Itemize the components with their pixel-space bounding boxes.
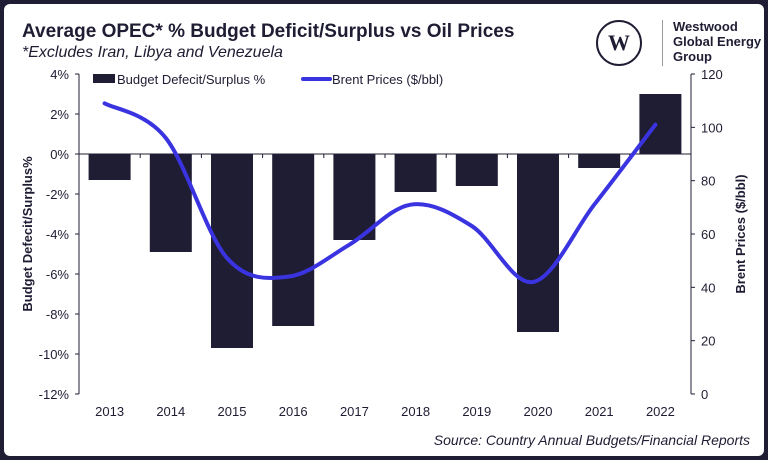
westwood-logo: W Westwood Global Energy Group bbox=[590, 16, 762, 70]
legend-bar-swatch bbox=[93, 74, 115, 83]
right-axis-title: Brent Prices ($/bbl) bbox=[733, 174, 748, 293]
x-tick-label: 2015 bbox=[218, 404, 247, 419]
bar-2016 bbox=[272, 154, 315, 326]
right-tick-label: 40 bbox=[701, 280, 715, 295]
right-tick-label: 120 bbox=[701, 67, 723, 82]
bar-2019 bbox=[455, 154, 498, 186]
chart-title: Average OPEC* % Budget Deficit/Surplus v… bbox=[22, 21, 515, 42]
left-tick-label: 0% bbox=[50, 147, 69, 162]
left-tick-label: -8% bbox=[46, 307, 70, 322]
bar-2018 bbox=[394, 154, 437, 192]
logo-mark: W bbox=[596, 20, 642, 66]
left-tick-label: 2% bbox=[50, 107, 69, 122]
legend-line-label: Brent Prices ($/bbl) bbox=[332, 72, 443, 87]
chart-frame: Average OPEC* % Budget Deficit/Surplus v… bbox=[4, 4, 764, 456]
x-tick-label: 2021 bbox=[585, 404, 614, 419]
logo-divider bbox=[662, 20, 663, 66]
x-tick-label: 2014 bbox=[156, 404, 185, 419]
legend-bar-label: Budget Defecit/Surplus % bbox=[117, 72, 266, 87]
x-tick-label: 2013 bbox=[95, 404, 124, 419]
brent-price-line bbox=[102, 101, 658, 285]
left-tick-label: -12% bbox=[39, 387, 70, 402]
left-axis-title: Budget Defecit/Surplus% bbox=[20, 156, 35, 312]
x-tick-label: 2020 bbox=[524, 404, 553, 419]
left-tick-label: -4% bbox=[46, 227, 70, 242]
x-tick-label: 2018 bbox=[401, 404, 430, 419]
x-tick-label: 2022 bbox=[646, 404, 675, 419]
x-tick-label: 2019 bbox=[462, 404, 491, 419]
right-tick-label: 80 bbox=[701, 174, 715, 189]
left-tick-label: -2% bbox=[46, 187, 70, 202]
bar-2015 bbox=[211, 154, 253, 348]
logo-text: Westwood Global Energy Group bbox=[673, 19, 762, 64]
right-tick-label: 20 bbox=[701, 334, 715, 349]
left-tick-label: -10% bbox=[39, 347, 70, 362]
bar-2013 bbox=[88, 154, 131, 180]
chart-svg: 4% 2% 0% -2% -4% -6% -8% -10% -12% 120 100 80 60 40 20… bbox=[20, 67, 748, 419]
right-tick-label: 60 bbox=[701, 227, 715, 242]
bar-2014 bbox=[149, 154, 192, 252]
left-tick-label: -6% bbox=[46, 267, 70, 282]
bar-2021 bbox=[578, 154, 621, 168]
chart-subtitle: *Excludes Iran, Libya and Venezuela bbox=[22, 44, 283, 61]
bar-2020 bbox=[517, 154, 559, 332]
x-tick-label: 2016 bbox=[279, 404, 308, 419]
left-tick-label: 4% bbox=[50, 67, 69, 82]
bar-2017 bbox=[333, 154, 376, 240]
right-tick-label: 0 bbox=[701, 387, 708, 402]
x-tick-label: 2017 bbox=[340, 404, 369, 419]
bar-2022 bbox=[639, 94, 682, 154]
source-note: Source: Country Annual Budgets/Financial… bbox=[433, 432, 750, 448]
right-tick-label: 100 bbox=[701, 120, 723, 135]
